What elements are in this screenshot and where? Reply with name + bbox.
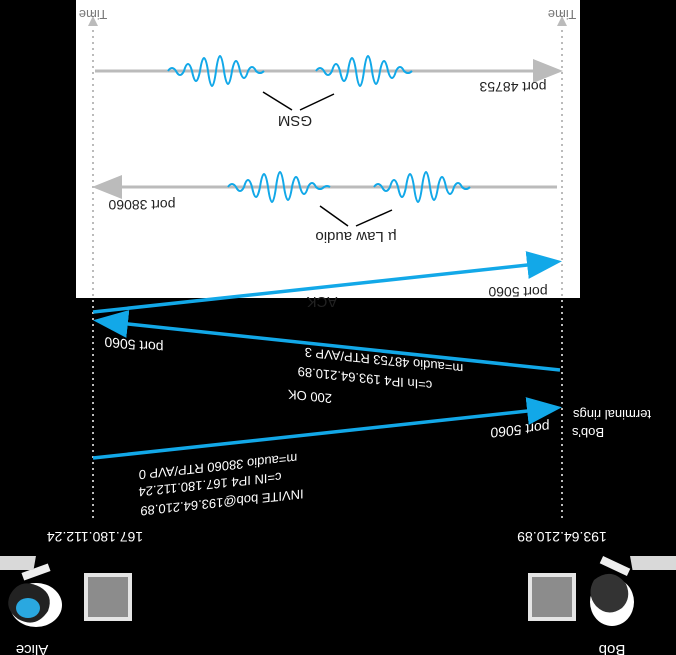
left-ip-label: 167.180.112.24 [47,529,143,545]
bob-person-icon [590,556,634,626]
upper-white-panel [76,0,580,298]
alice-timeline-arrowhead [88,16,98,26]
lower-port-label: port 38060 [108,197,175,213]
ulaw-pointer-right [355,209,393,227]
ack-port-label: port 5060 [488,284,547,300]
upper-port-label: port 48753 [479,79,546,95]
ok-line1: 200 OK [288,387,332,407]
gsm-pointer-left [262,91,293,111]
invite-port-label: port 5060 [490,419,549,441]
invite-arrow [92,397,562,460]
ulaw-pointer-left [319,205,349,227]
alice-computer-icon [0,556,132,621]
gsm-wave-1 [167,55,265,87]
gsm-pointer-right [299,93,335,111]
bob-event-line2: terminal rings [572,407,651,422]
gsm-label: GSM [278,112,312,129]
ulaw-wave-2 [373,171,471,203]
ok-arrow [93,310,561,372]
gsm-wave-2 [315,55,413,87]
bob-computer-icon [528,556,676,621]
ok-port-label: port 5060 [104,334,163,356]
ack-label: ACK [307,293,338,310]
alice-person-icon [8,563,62,627]
bob-timeline-arrowhead [557,16,567,26]
ulaw-label: µ Law audio [315,228,396,245]
bob-event-line1: Bob's [571,425,604,440]
bob-label: Bob [599,641,626,655]
right-ip-label: 193.64.210.89 [517,529,607,545]
ulaw-wave-1 [227,171,331,203]
ack-arrow [92,251,562,314]
time-label-right: Time [548,7,576,22]
alice-label: Alice [16,641,49,655]
time-label-left: Time [79,7,107,22]
